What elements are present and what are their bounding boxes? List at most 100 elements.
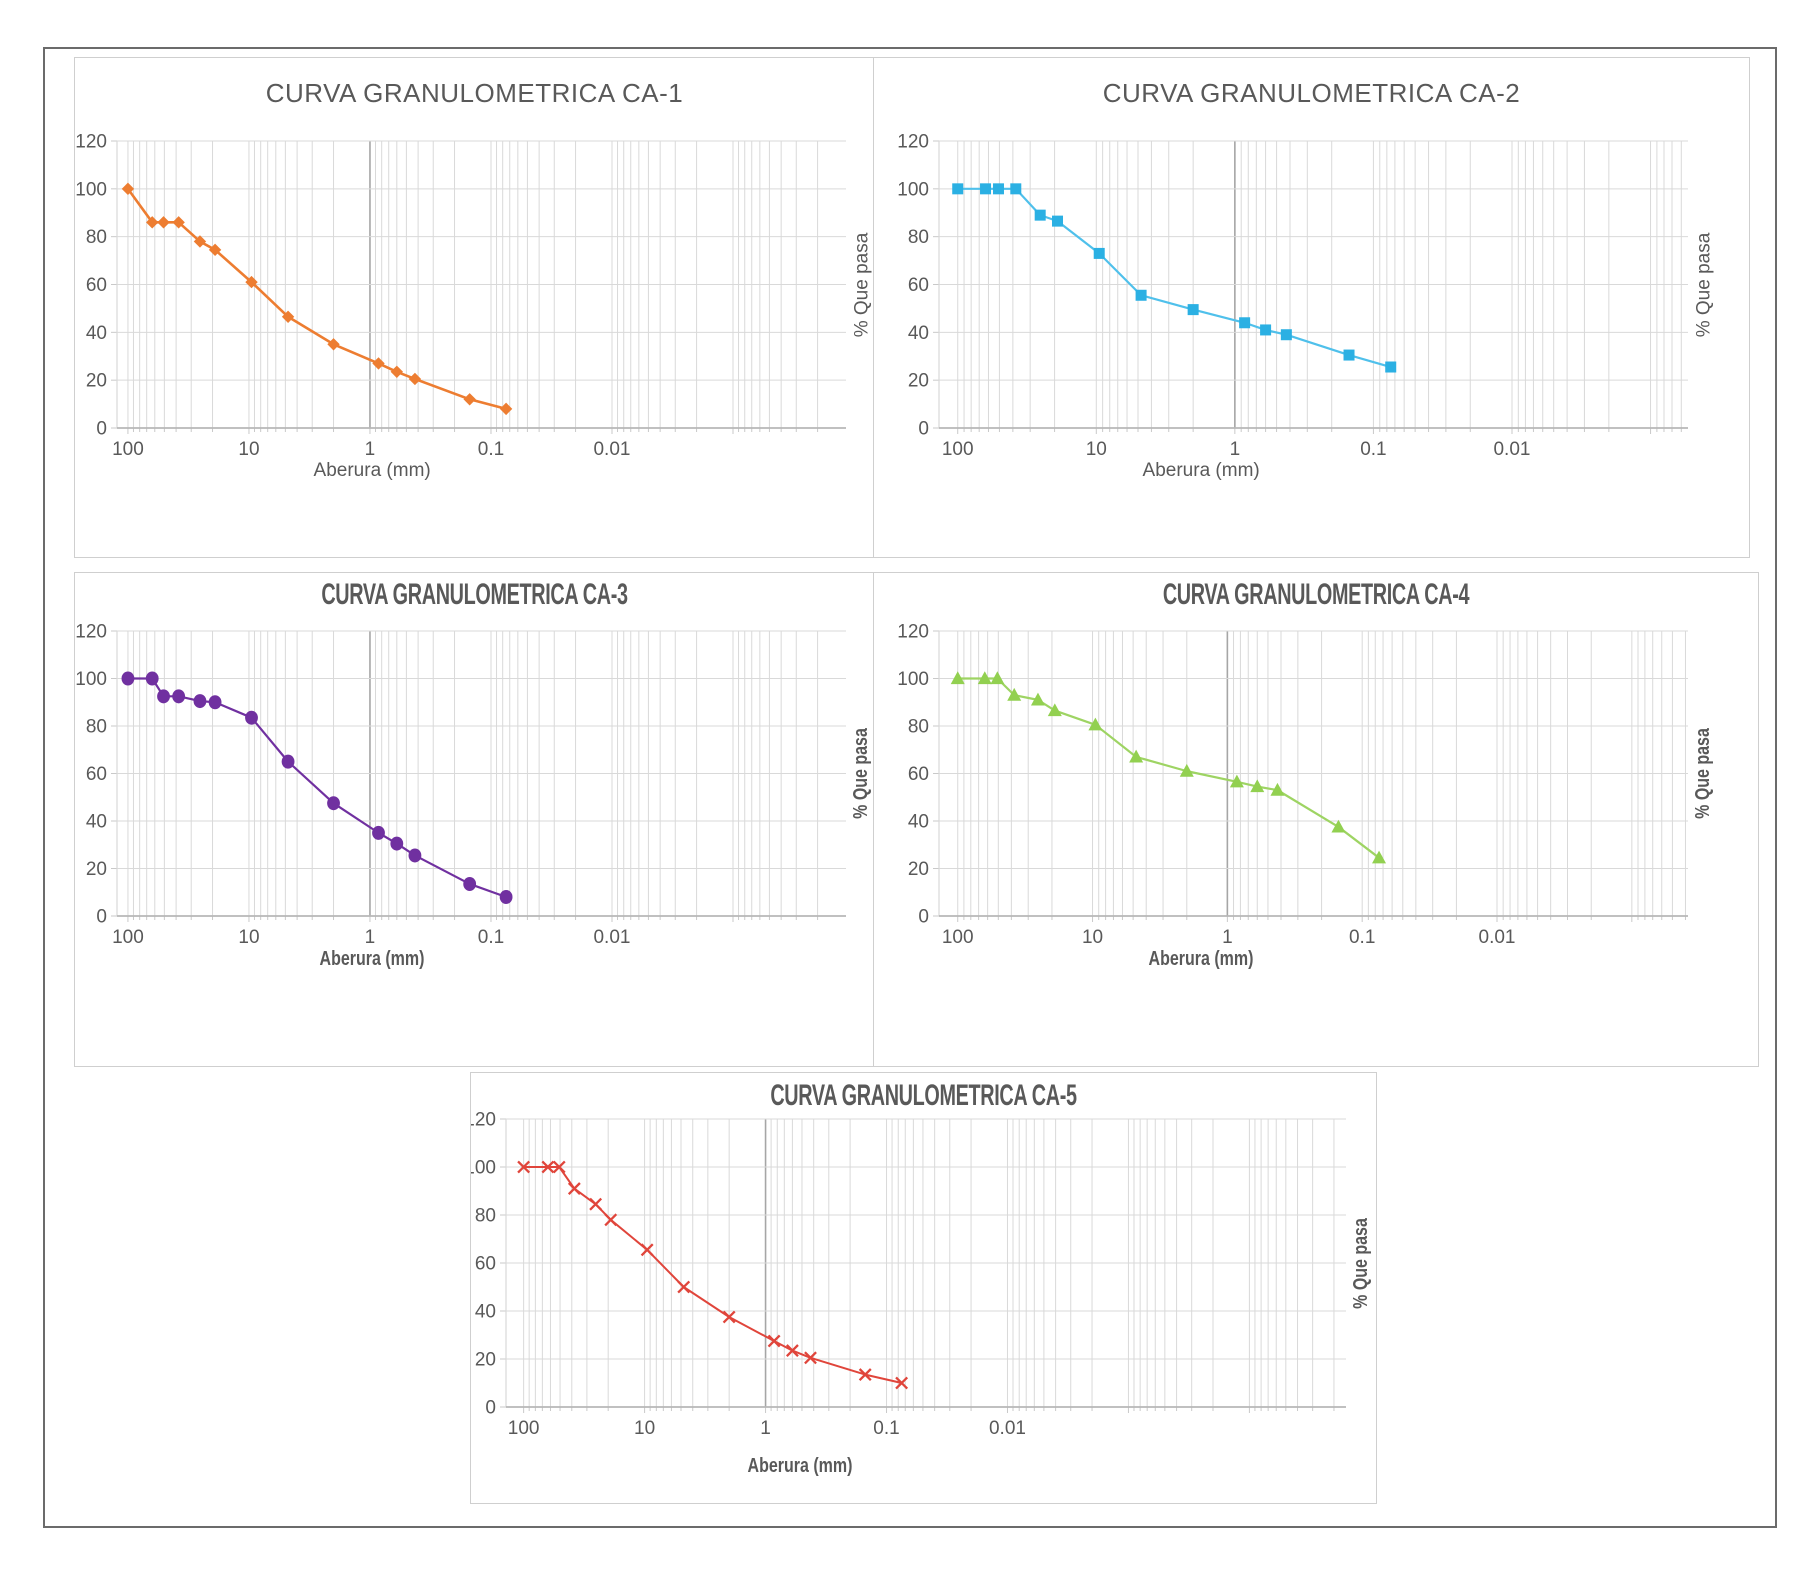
data-point-marker <box>281 310 295 323</box>
data-point-marker <box>804 1351 817 1365</box>
y-tick-label: 0 <box>96 907 107 928</box>
y-tick-label: 100 <box>897 669 929 690</box>
data-point-marker <box>1135 289 1147 301</box>
y-tick-label: 100 <box>75 179 107 200</box>
data-point-marker <box>193 235 207 248</box>
data-point-marker <box>372 825 385 840</box>
data-point-marker <box>677 1280 691 1294</box>
data-point-marker <box>604 1213 618 1227</box>
data-point-marker <box>499 890 513 904</box>
data-point-marker <box>1093 247 1105 259</box>
chart-panel-ca5: 120 100 80 60 40 20 0 100 10 1 0.1 0.01 CURVA GRANU… <box>470 1072 1377 1504</box>
series-line <box>957 677 1380 859</box>
data-point-marker <box>1007 687 1022 701</box>
data-point-marker <box>1250 779 1265 793</box>
data-point-marker <box>245 710 258 725</box>
data-point-marker <box>463 393 476 406</box>
data-point-marker <box>463 876 477 891</box>
data-point-marker <box>1270 782 1285 796</box>
data-point-marker <box>1343 349 1355 361</box>
data-point-marker <box>372 357 385 370</box>
x-tick-label: 0.1 <box>1360 439 1386 460</box>
data-point-marker <box>1385 361 1397 373</box>
data-point-marker <box>1129 749 1144 763</box>
x-tick-label: 0.1 <box>478 927 504 948</box>
data-point-marker <box>1187 304 1199 316</box>
y-tick-label: 40 <box>908 323 929 344</box>
chart-panel-ca4: 120 100 80 60 40 20 0 100 10 1 0.1 0.01 CURVA GRANU… <box>873 572 1759 1067</box>
x-tick-label: 10 <box>634 1418 655 1439</box>
x-tick-label: 0.1 <box>1349 927 1375 948</box>
chart-title-ca5: CURVA GRANULOMETRICA CA-5 <box>770 1079 1077 1112</box>
chart-panel-ca3: 120 100 80 60 40 20 0 100 10 1 0.1 0.01 CURVA GRANU… <box>74 572 875 1067</box>
data-point-marker <box>1372 850 1387 864</box>
x-tick-label: 0.1 <box>478 439 504 460</box>
data-point-marker <box>281 754 295 769</box>
series-line <box>523 1166 902 1384</box>
x-tick-label: 100 <box>112 927 144 948</box>
data-point-marker <box>980 183 992 195</box>
y-tick-label: 80 <box>908 717 929 738</box>
y-tick-label: 60 <box>86 764 107 785</box>
data-point-marker <box>1260 324 1272 336</box>
y-axis-title-ca4: % Que pasa <box>1692 728 1715 819</box>
y-tick-label: 20 <box>908 859 929 880</box>
data-point-marker <box>1052 215 1064 227</box>
chart-panel-ca1: 120 100 80 60 40 20 0 100 10 1 0.1 0.01 CURVA GRANU… <box>74 57 875 558</box>
data-point-marker <box>146 216 159 229</box>
data-point-marker <box>977 671 992 685</box>
y-tick-label: 120 <box>471 1110 496 1131</box>
data-point-marker <box>1239 317 1251 329</box>
data-point-marker <box>408 372 422 386</box>
x-tick-label: 100 <box>508 1418 540 1439</box>
y-tick-label: 0 <box>96 419 107 440</box>
data-point-marker <box>208 695 222 710</box>
x-tick-label: 0.1 <box>873 1418 899 1439</box>
data-point-marker <box>1280 329 1292 341</box>
data-point-marker <box>785 1344 799 1358</box>
y-tick-label: 40 <box>475 1302 496 1323</box>
y-tick-label: 20 <box>86 371 107 392</box>
data-point-marker <box>499 402 513 416</box>
y-tick-label: 40 <box>86 323 107 344</box>
y-tick-label: 80 <box>908 227 929 248</box>
data-point-marker <box>245 275 258 289</box>
data-point-marker <box>1229 774 1244 788</box>
data-point-marker <box>390 365 404 378</box>
data-point-marker <box>408 848 422 863</box>
data-point-marker <box>552 1160 566 1174</box>
y-tick-label: 40 <box>908 812 929 833</box>
x-axis-title-ca4: Aberura (mm) <box>1148 948 1254 970</box>
series-line <box>126 188 507 411</box>
data-point-marker <box>1034 209 1046 221</box>
data-point-marker <box>589 1197 603 1211</box>
chart-plot-ca4: 120 100 80 60 40 20 0 100 10 1 0.1 0.01 <box>897 622 1688 948</box>
data-point-marker <box>517 1160 531 1174</box>
data-point-marker <box>327 796 340 811</box>
x-tick-label: 0.01 <box>1479 927 1516 948</box>
x-axis-title-ca2: Aberura (mm) <box>1142 460 1260 481</box>
y-tick-label: 80 <box>86 227 107 248</box>
x-tick-label: 1 <box>365 927 376 948</box>
data-point-marker <box>172 216 185 229</box>
data-point-marker <box>390 836 404 851</box>
y-tick-label: 20 <box>86 859 107 880</box>
y-tick-label: 60 <box>86 275 107 296</box>
data-point-marker <box>990 671 1005 685</box>
x-axis-title-ca3: Aberura (mm) <box>319 948 425 970</box>
x-tick-label: 10 <box>238 439 259 460</box>
y-tick-label: 100 <box>897 179 929 200</box>
x-axis-title-ca5: Aberura (mm) <box>747 1455 853 1477</box>
data-point-marker <box>327 338 340 351</box>
y-tick-label: 80 <box>86 717 107 738</box>
y-tick-label: 60 <box>475 1254 496 1275</box>
y-tick-label: 120 <box>897 622 929 643</box>
y-tick-label: 100 <box>471 1158 496 1179</box>
series-line <box>127 677 507 899</box>
chart-title-ca3: CURVA GRANULOMETRICA CA-3 <box>321 578 628 611</box>
y-tick-label: 20 <box>908 371 929 392</box>
x-tick-label: 0.01 <box>593 439 630 460</box>
data-point-marker <box>895 1376 909 1390</box>
y-tick-label: 0 <box>918 419 929 440</box>
